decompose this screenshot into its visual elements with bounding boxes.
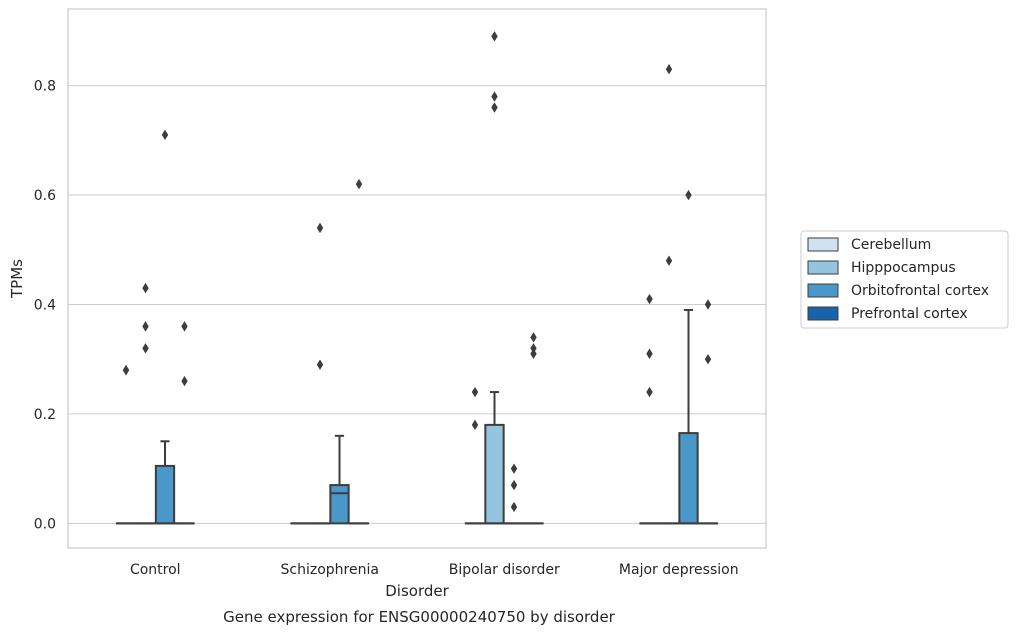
outlier-marker (704, 354, 712, 365)
plot-frame (67, 8, 767, 549)
outlier-marker (665, 255, 673, 266)
outlier-marker (355, 178, 363, 190)
x-tick-label: Control (130, 562, 181, 578)
box-series (115, 308, 719, 525)
legend-item-prefrontal-cortex: Prefrontal cortex (807, 306, 968, 322)
x-tick-label: Major depression (619, 562, 739, 578)
y-tick-label: 0.6 (34, 188, 56, 204)
outlier-marker (491, 91, 498, 102)
outlier-marker (142, 321, 149, 332)
outlier-marker (704, 299, 712, 310)
x-axis-ticks: Control Schizophrenia Bipolar disorder Majo… (130, 562, 739, 578)
grid-lines (68, 85, 766, 524)
outlier-marker (646, 386, 653, 398)
outlier-marker (491, 102, 498, 113)
legend-swatch (807, 237, 839, 252)
x-axis-label: Disorder (385, 582, 449, 600)
box-iqr (484, 423, 505, 525)
outlier-marker (181, 321, 188, 332)
y-tick-label: 0.2 (34, 407, 56, 423)
outlier-points (122, 31, 712, 513)
outlier-marker (646, 348, 653, 359)
legend-label: Cerebellum (851, 237, 931, 253)
outlier-marker (142, 343, 149, 354)
box-iqr (329, 484, 350, 525)
legend-swatch (807, 283, 839, 298)
legend-items: Cerebellum Hipppocampus Orbitofrontal cort… (807, 237, 989, 322)
outlier-marker (510, 501, 518, 513)
outlier-marker (510, 479, 518, 491)
outlier-marker (122, 364, 130, 376)
legend-label: Hipppocampus (851, 260, 956, 276)
outlier-marker (181, 375, 188, 387)
outlier-marker (510, 463, 518, 474)
box-iqr (678, 432, 699, 525)
outlier-marker (161, 129, 169, 141)
legend-swatch (807, 306, 839, 321)
outlier-marker (530, 348, 537, 359)
outlier-marker (646, 293, 653, 305)
legend-item-cerebellum: Cerebellum (807, 237, 931, 253)
x-tick-label: Bipolar disorder (449, 562, 560, 578)
outlier-marker (685, 189, 692, 201)
box-hipppocampus (484, 391, 505, 525)
outlier-marker (471, 419, 479, 431)
box-orbitofrontal-cortex (329, 434, 350, 525)
legend-frame (800, 230, 1009, 329)
y-tick-label: 0.0 (34, 516, 56, 532)
chart-title: Gene expression for ENSG00000240750 by d… (223, 608, 616, 626)
legend: Cerebellum Hipppocampus Orbitofrontal cort… (800, 230, 1009, 329)
y-axis-label: TPMs (8, 259, 26, 299)
legend-label: Orbitofrontal cortex (851, 283, 989, 299)
y-tick-label: 0.4 (34, 297, 56, 313)
outlier-marker (316, 359, 324, 370)
box-orbitofrontal-cortex (678, 308, 699, 525)
y-axis-ticks: 0.0 0.2 0.4 0.6 0.8 (34, 79, 56, 533)
legend-item-orbitofrontal-cortex: Orbitofrontal cortex (807, 283, 989, 299)
box-orbitofrontal-cortex (154, 440, 176, 525)
outlier-marker (491, 31, 498, 42)
outlier-marker (142, 282, 149, 294)
outlier-marker (665, 63, 673, 75)
outlier-marker (471, 386, 479, 398)
outlier-marker (530, 332, 537, 343)
outlier-marker (316, 222, 324, 234)
x-tick-label: Schizophrenia (281, 562, 379, 578)
legend-label: Prefrontal cortex (851, 306, 968, 322)
legend-item-hipppocampus: Hipppocampus (807, 260, 956, 276)
y-tick-label: 0.8 (34, 79, 56, 95)
box-iqr (154, 464, 176, 525)
outlier-marker (530, 343, 537, 354)
legend-swatch (807, 260, 839, 275)
